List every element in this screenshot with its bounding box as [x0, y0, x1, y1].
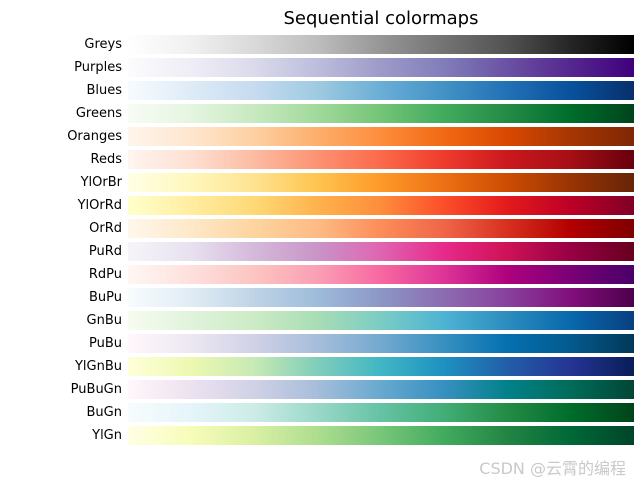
- colormap-bar-ylorrd: [128, 196, 634, 215]
- colormap-label: BuPu: [88, 289, 122, 305]
- colormap-label: Reds: [90, 151, 122, 167]
- colormap-bar-purples: [128, 58, 634, 77]
- colormap-bar-oranges: [128, 127, 634, 146]
- colormap-label: PuBuGn: [70, 381, 122, 397]
- colormap-bar-purd: [128, 242, 634, 261]
- chart-title: Sequential colormaps: [283, 8, 479, 29]
- colormap-label: PuBu: [88, 335, 122, 351]
- colormap-bar-greens: [128, 104, 634, 123]
- colormap-label: Greens: [75, 105, 122, 121]
- colormap-label: Blues: [86, 82, 122, 98]
- colormap-bar-greys: [128, 35, 634, 54]
- colormap-label: GnBu: [86, 312, 122, 328]
- colormap-bar-gnbu: [128, 311, 634, 330]
- colormap-label: BuGn: [86, 404, 122, 420]
- colormap-label: YlGn: [92, 427, 122, 443]
- colormap-bar-rdpu: [128, 265, 634, 284]
- colormap-bar-bupu: [128, 288, 634, 307]
- colormap-label: YlOrRd: [77, 197, 122, 213]
- colormap-bar-ylorbr: [128, 173, 634, 192]
- colormap-bar-reds: [128, 150, 634, 169]
- colormap-label: Purples: [74, 59, 122, 75]
- watermark: CSDN @云霄的编程: [479, 459, 626, 478]
- colormap-label: YlOrBr: [80, 174, 122, 190]
- colormap-label: RdPu: [88, 266, 122, 282]
- colormap-bar-pubu: [128, 334, 634, 353]
- colormap-label: Greys: [84, 36, 122, 52]
- colormap-label: YlGnBu: [74, 358, 122, 374]
- colormap-bar-ylgn: [128, 426, 634, 445]
- colormap-bar-ylgnbu: [128, 357, 634, 376]
- colormap-bar-blues: [128, 81, 634, 100]
- colormap-bar-orrd: [128, 219, 634, 238]
- colormap-label: PuRd: [88, 243, 122, 259]
- colormap-label: Oranges: [67, 128, 122, 144]
- colormap-label: OrRd: [89, 220, 122, 236]
- colormap-bar-pubugn: [128, 380, 634, 399]
- colormap-bar-bugn: [128, 403, 634, 422]
